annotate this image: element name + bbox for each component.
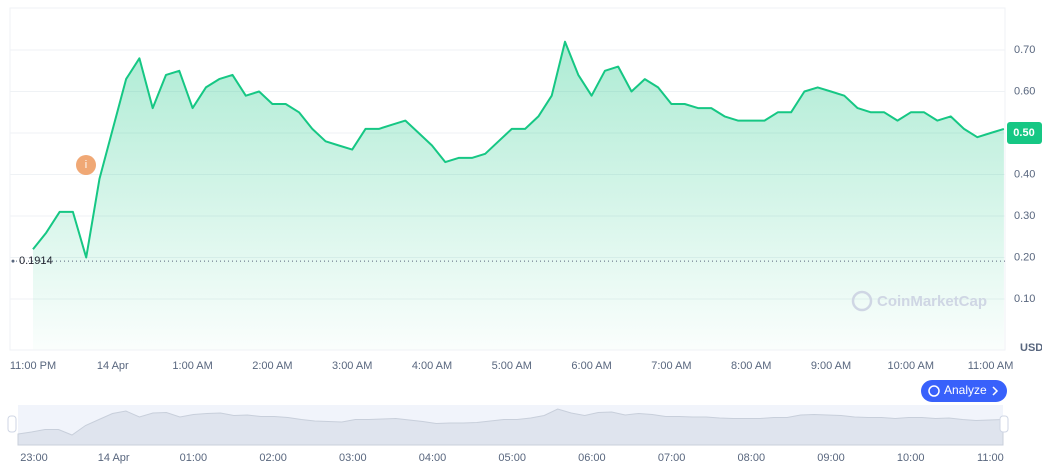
navigator-label: 06:00 — [578, 452, 606, 464]
x-tick-label: 2:00 AM — [252, 360, 292, 372]
y-unit: USD — [1020, 342, 1042, 354]
analyze-label: Analyze — [944, 383, 987, 397]
plot-frame — [9, 7, 1006, 351]
last-price-label: 0.50 — [1013, 127, 1034, 139]
x-tick-label: 11:00 AM — [968, 360, 1014, 372]
x-tick-label: 1:00 AM — [172, 360, 212, 372]
analyze-icon — [928, 385, 940, 397]
navigator: 23:00 14 Apr 01:00 02:00 03:00 04:00 05:00 06:0… — [17, 408, 1004, 464]
x-tick-label: 8:00 AM — [731, 360, 771, 372]
x-tick-label: 11:00 PM — [10, 360, 56, 372]
x-tick-label: 6:00 AM — [571, 360, 611, 372]
navigator-label: 01:00 — [180, 452, 208, 464]
navigator-area — [17, 408, 1004, 446]
navigator-label: 02:00 — [259, 452, 287, 464]
event-icon-glyph: i — [85, 159, 87, 171]
navigator-label: 14 Apr — [98, 452, 130, 464]
analyze-chevron — [992, 386, 999, 396]
x-tick-label: 4:00 AM — [412, 360, 452, 372]
navigator-handle-left[interactable] — [7, 415, 17, 433]
open-price-dot — [11, 259, 15, 263]
price-line — [32, 40, 1005, 259]
navigator-handle-right[interactable] — [999, 415, 1009, 433]
x-tick-label: 10:00 AM — [888, 360, 934, 372]
navigator-label: 09:00 — [817, 452, 845, 464]
x-tick-label: 3:00 AM — [332, 360, 372, 372]
y-tick-label: 0.70 — [1014, 44, 1035, 56]
analyze-button[interactable]: Analyze — [921, 380, 1007, 402]
navigator-label: 10:00 — [897, 452, 925, 464]
navigator-label: 23:00 — [20, 452, 48, 464]
x-tick-label: 7:00 AM — [651, 360, 691, 372]
y-tick-label: 0.20 — [1014, 251, 1035, 263]
plot: 0.1914 0.50 — [11, 40, 1042, 350]
navigator-label: 08:00 — [738, 452, 766, 464]
event-icon[interactable] — [76, 155, 96, 175]
watermark-text: CoinMarketCap — [877, 293, 987, 310]
last-price-tag — [1007, 122, 1042, 144]
navigator-label: 11:00 — [977, 452, 1004, 464]
y-tick-label: 0.10 — [1014, 293, 1035, 305]
navigator-label: 07:00 — [658, 452, 686, 464]
price-area — [33, 41, 1004, 350]
navigator-label: 03:00 — [339, 452, 367, 464]
navigator-label: 05:00 — [498, 452, 526, 464]
x-tick-label: 5:00 AM — [492, 360, 532, 372]
x-tick-label: 9:00 AM — [811, 360, 851, 372]
y-tick-label: 0.30 — [1014, 210, 1035, 222]
analyze-bg — [921, 380, 1007, 402]
x-tick-label: 14 Apr — [97, 360, 129, 372]
navigator-label: 04:00 — [419, 452, 447, 464]
watermark: CoinMarketCap — [851, 290, 987, 312]
y-tick-label: 0.60 — [1014, 85, 1035, 97]
open-price-label: 0.1914 — [19, 255, 53, 267]
y-tick-label: 0.40 — [1014, 168, 1035, 180]
